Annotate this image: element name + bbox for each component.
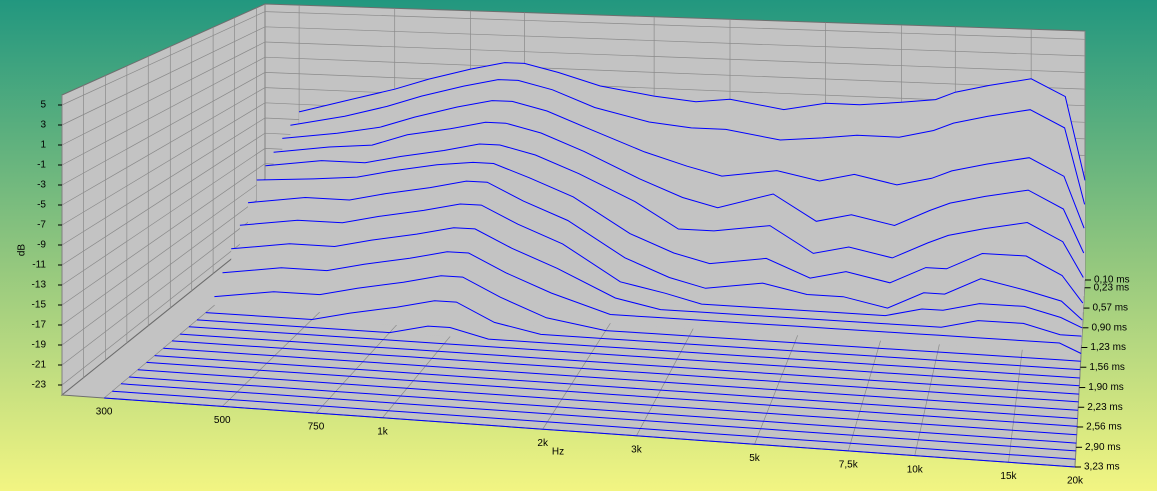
x-tick-label: 750 bbox=[308, 422, 325, 433]
slice-line bbox=[273, 121, 1085, 254]
slice-line bbox=[239, 203, 1083, 329]
y-tick-label: -5 bbox=[37, 200, 46, 211]
y-tick-label: -23 bbox=[32, 380, 47, 391]
y-tick-label: -13 bbox=[32, 280, 47, 291]
z-tick-label: 0,57 ms bbox=[1092, 303, 1128, 314]
z-tick-label: 1,23 ms bbox=[1090, 342, 1126, 353]
y-tick-label: -17 bbox=[32, 320, 47, 331]
slice-line bbox=[163, 347, 1079, 411]
slice-line bbox=[231, 227, 1082, 337]
x-tick-label: 2k bbox=[537, 438, 549, 449]
y-tick-label: -21 bbox=[32, 360, 47, 371]
grid-line bbox=[1074, 279, 1086, 468]
y-tick-label: 1 bbox=[40, 140, 46, 151]
slice-line bbox=[137, 369, 1077, 436]
y-tick-label: 5 bbox=[40, 100, 46, 111]
slice-line bbox=[265, 143, 1084, 278]
x-tick-label: 15k bbox=[1000, 471, 1017, 482]
z-tick-label: 3,23 ms bbox=[1084, 462, 1120, 473]
slice-line bbox=[104, 397, 1076, 468]
labels: 300 500 750 1k 2k 3k 5k 7,5k 10k 15k 20k 5 3 1 -1 -3 -5 -… bbox=[32, 100, 1130, 487]
slice-line bbox=[188, 326, 1080, 387]
slice-line bbox=[180, 333, 1079, 395]
slice-fill bbox=[214, 275, 1081, 362]
y-tick-label: 3 bbox=[40, 120, 46, 131]
z-tick-label: 0,90 ms bbox=[1091, 322, 1127, 333]
x-tick-label: 500 bbox=[214, 415, 231, 426]
x-tick-label: 7,5k bbox=[839, 460, 859, 471]
x-tick-label: 3k bbox=[631, 444, 643, 455]
y-tick-label: -11 bbox=[32, 260, 46, 271]
z-tick-label: 2,23 ms bbox=[1087, 402, 1123, 413]
slice-line bbox=[298, 62, 1086, 181]
z-tick-label: 2,90 ms bbox=[1085, 442, 1121, 453]
slice-line bbox=[120, 383, 1076, 452]
x-tick-label: 20k bbox=[1067, 476, 1084, 487]
slices bbox=[104, 62, 1086, 468]
y-tick-label: -7 bbox=[37, 220, 46, 231]
slice-line bbox=[214, 275, 1081, 362]
x-tick-label: 300 bbox=[96, 407, 113, 418]
y-tick-label: -9 bbox=[37, 240, 46, 251]
y-tick-label: -19 bbox=[32, 340, 47, 351]
y-tick-label: -15 bbox=[32, 300, 47, 311]
slice-line bbox=[247, 180, 1083, 321]
y-tick-label: -1 bbox=[37, 160, 46, 171]
z-tick-label: 1,90 ms bbox=[1088, 382, 1124, 393]
y-axis-label: dB bbox=[17, 244, 28, 257]
z-tick-label: 1,56 ms bbox=[1089, 362, 1125, 373]
z-tick-label: 0,10 ms bbox=[1094, 275, 1130, 286]
slice-line bbox=[129, 376, 1077, 444]
slice-line bbox=[290, 79, 1086, 205]
slice-line bbox=[222, 251, 1082, 354]
x-tick-label: 10k bbox=[907, 464, 924, 475]
slice-line bbox=[171, 340, 1079, 403]
x-tick-label: 1k bbox=[377, 426, 389, 437]
slice-line bbox=[196, 319, 1080, 379]
slice-line bbox=[205, 300, 1081, 371]
slice-line bbox=[256, 161, 1084, 304]
slice-fill bbox=[197, 319, 1080, 378]
z-tick-label: 0,23 ms bbox=[1094, 282, 1130, 293]
slice-line bbox=[146, 361, 1078, 427]
x-tick-label: 5k bbox=[749, 453, 761, 464]
slice-line bbox=[282, 100, 1085, 229]
slice-line bbox=[154, 355, 1078, 420]
slice-line bbox=[112, 390, 1076, 460]
y-tick-label: -3 bbox=[37, 180, 46, 191]
slice-fill bbox=[205, 300, 1081, 370]
z-tick-label: 2,56 ms bbox=[1086, 422, 1122, 433]
x-axis-label: Hz bbox=[552, 447, 564, 458]
